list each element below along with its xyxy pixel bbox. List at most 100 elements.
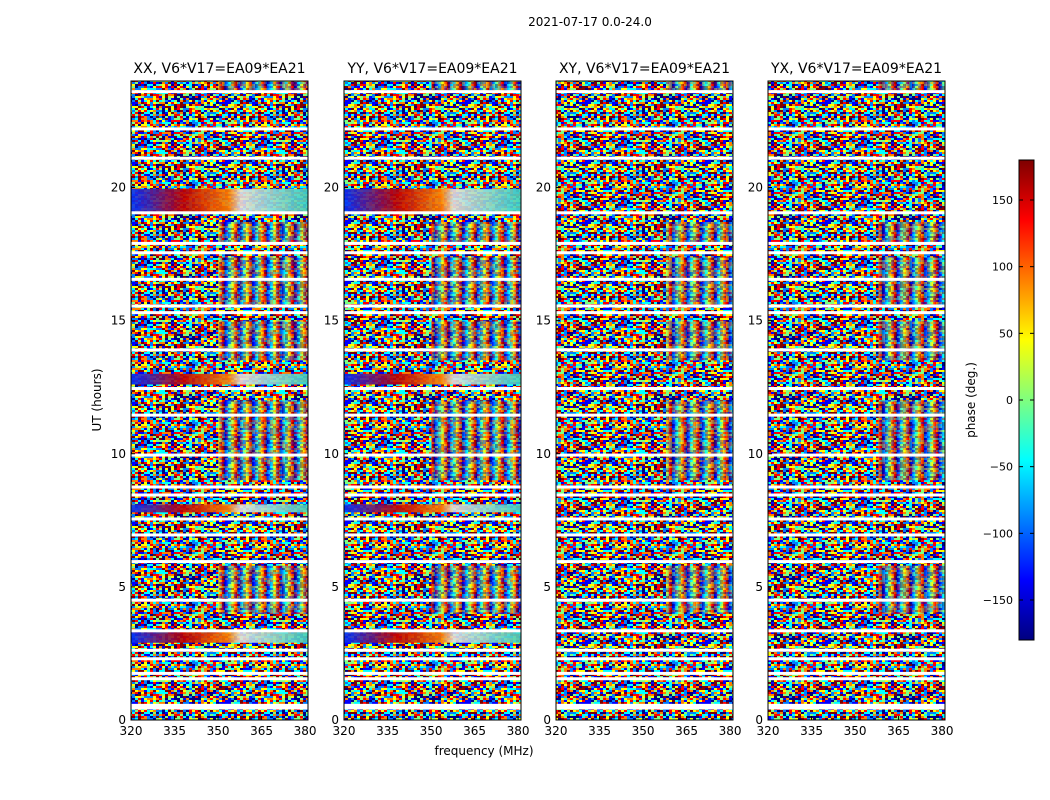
y-tick-label: 20	[111, 181, 126, 195]
flagged-row	[131, 311, 308, 315]
flagged-row	[556, 629, 733, 633]
axes-frame	[130, 80, 309, 721]
flagged-row	[556, 241, 733, 245]
flagged-row	[556, 706, 733, 710]
y-tick-label: 5	[543, 580, 551, 594]
flagged-row	[768, 277, 945, 281]
colorbar-tick-label: −100	[983, 527, 1013, 540]
flagged-row	[556, 304, 733, 308]
flagged-row	[344, 156, 521, 160]
colorbar: 150 100 50 0 −50 −100 −150 phase (deg.)	[964, 159, 1035, 641]
flagged-row	[768, 671, 945, 675]
flagged-row	[344, 657, 521, 661]
fringe-region	[218, 222, 308, 244]
y-axis-label: UT (hours)	[90, 368, 104, 431]
flagged-row	[344, 277, 521, 281]
flagged-row	[344, 706, 521, 710]
fringe-region	[218, 400, 308, 481]
flagged-row	[344, 348, 521, 352]
flagged-row	[344, 453, 521, 457]
flagged-row	[131, 90, 308, 94]
y-tick-label: 15	[324, 314, 339, 328]
phase-band	[344, 504, 521, 513]
colorbar-tick-label: 50	[999, 327, 1013, 340]
phase-band	[131, 373, 308, 385]
panel-0: XX, V6*V17=EA09*EA21 320 335 350 365 380 0 5 10 1…	[111, 61, 317, 738]
flagged-row	[556, 387, 733, 391]
fringe-region	[218, 320, 308, 361]
y-tick-label: 0	[331, 713, 339, 727]
fringe-region	[431, 81, 521, 92]
flagged-row	[556, 348, 733, 352]
flagged-row	[768, 251, 945, 255]
flagged-row	[344, 251, 521, 255]
flagged-row	[131, 277, 308, 281]
flagged-row	[768, 648, 945, 652]
x-tick-label: 350	[207, 724, 230, 738]
flagged-row	[768, 706, 945, 710]
flagged-row	[131, 348, 308, 352]
panel-title: XY, V6*V17=EA09*EA21	[559, 61, 730, 77]
fringe-region	[878, 400, 945, 481]
y-tick-label: 5	[331, 580, 339, 594]
fringe-region	[431, 565, 521, 614]
colorbar-tick-label: 100	[992, 261, 1013, 274]
flagged-row	[131, 671, 308, 675]
fringe-region	[431, 320, 521, 361]
flagged-row	[344, 211, 521, 215]
axes-frame	[555, 80, 734, 721]
flagged-row	[131, 485, 308, 489]
flagged-row	[131, 629, 308, 633]
flagged-row	[344, 677, 521, 681]
x-tick-label: 380	[719, 724, 742, 738]
colorbar-tick-label: 150	[992, 194, 1013, 207]
flagged-row	[768, 348, 945, 352]
fringe-region	[878, 320, 945, 361]
axes-frame	[767, 80, 946, 721]
flagged-row	[556, 560, 733, 564]
fringe-region	[431, 222, 521, 244]
flagged-row	[768, 453, 945, 457]
colorbar-tick-label: 0	[1006, 394, 1013, 407]
flagged-row	[768, 156, 945, 160]
flagged-row	[131, 413, 308, 417]
flagged-row	[768, 657, 945, 661]
flagged-row	[344, 90, 521, 94]
flagged-row	[131, 560, 308, 564]
x-tick-label: 335	[163, 724, 186, 738]
flagged-row	[768, 560, 945, 564]
flagged-row	[556, 703, 733, 707]
flagged-row	[344, 413, 521, 417]
panel-3: YX, V6*V17=EA09*EA21 320 335 350 365 380 0 5 10 1…	[748, 61, 954, 738]
flagged-row	[131, 156, 308, 160]
flagged-row	[556, 211, 733, 215]
flagged-row	[556, 671, 733, 675]
flagged-row	[556, 533, 733, 537]
flagged-row	[768, 485, 945, 489]
x-tick-label: 350	[420, 724, 443, 738]
y-tick-label: 10	[324, 447, 339, 461]
x-tick-label: 320	[120, 724, 143, 738]
flagged-row	[768, 629, 945, 633]
x-tick-label: 335	[588, 724, 611, 738]
flagged-row	[556, 90, 733, 94]
flagged-row	[768, 387, 945, 391]
flagged-row	[344, 703, 521, 707]
y-tick-label: 0	[118, 713, 126, 727]
flagged-row	[556, 311, 733, 315]
flagged-row	[344, 485, 521, 489]
fringe-region	[878, 81, 945, 92]
flagged-row	[131, 304, 308, 308]
flagged-row	[344, 598, 521, 602]
flagged-row	[556, 277, 733, 281]
flagged-row	[131, 648, 308, 652]
flagged-row	[131, 517, 308, 521]
fringe-region	[666, 320, 733, 361]
flagged-row	[768, 304, 945, 308]
y-tick-label: 0	[543, 713, 551, 727]
x-tick-label: 365	[675, 724, 698, 738]
flagged-row	[556, 493, 733, 497]
flagged-row	[556, 657, 733, 661]
fringe-region	[878, 565, 945, 614]
colorbar-label: phase (deg.)	[964, 362, 978, 438]
